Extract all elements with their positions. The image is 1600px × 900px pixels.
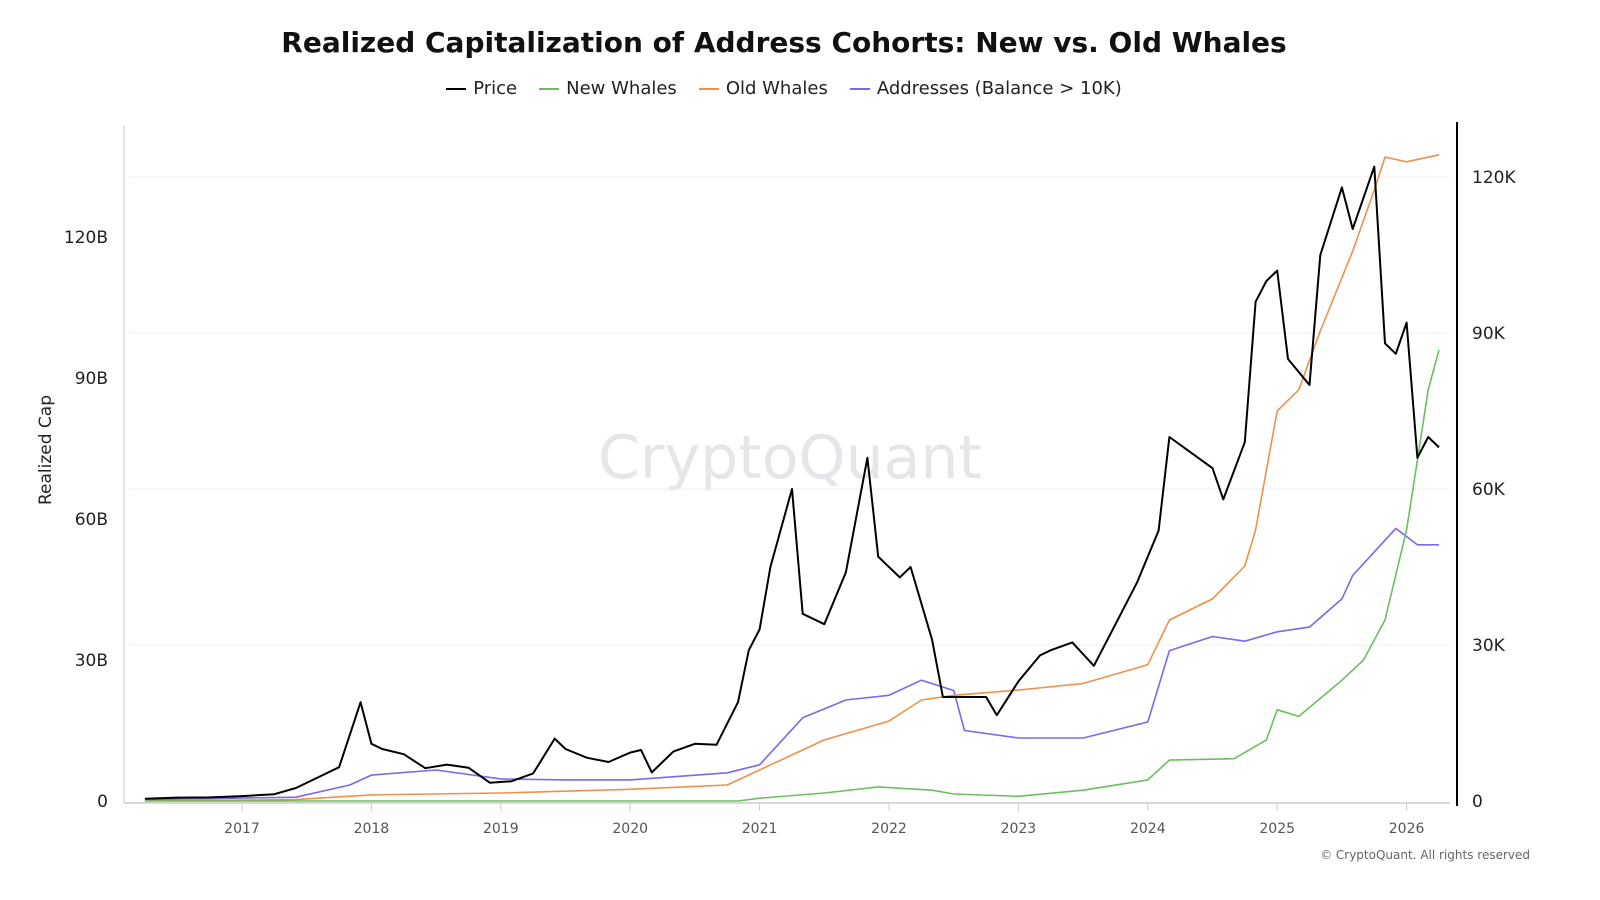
legend-item-price[interactable]: Price	[446, 78, 517, 99]
x-tick-label: 2022	[871, 821, 907, 837]
y-left-tick-label: 60B	[75, 510, 108, 530]
series-line-price	[144, 165, 1440, 800]
legend-label: Addresses (Balance > 10K)	[876, 78, 1122, 99]
legend-swatch	[849, 87, 870, 90]
x-tick-label: 2018	[354, 821, 390, 837]
legend-label: New Whales	[566, 78, 677, 99]
x-tick-label: 2023	[1001, 821, 1037, 837]
x-tick-label: 2019	[483, 821, 519, 837]
legend-label: Old Whales	[725, 78, 828, 99]
legend-swatch	[446, 87, 467, 90]
x-tick-label: 2026	[1389, 821, 1425, 837]
x-tick-label: 2017	[224, 821, 260, 837]
y-left-tick-label: 90B	[75, 369, 108, 389]
y-left-tick-label: 120B	[64, 228, 108, 248]
y-right-tick-label: 30K	[1472, 636, 1506, 656]
y-right-tick-label: 0	[1472, 792, 1483, 812]
x-tick-label: 2025	[1259, 821, 1295, 837]
copyright: © CryptoQuant. All rights reserved	[1320, 848, 1530, 862]
watermark: CryptoQuant	[598, 423, 982, 493]
x-tick-label: 2021	[742, 821, 778, 837]
y-right-tick-label: 90K	[1472, 324, 1506, 344]
legend-swatch	[539, 87, 560, 90]
legend-item-new-whales[interactable]: New Whales	[539, 78, 677, 99]
legend-item-old-whales[interactable]: Old Whales	[698, 78, 828, 99]
series-line-new-whales	[144, 349, 1440, 802]
y-right-tick-label: 120K	[1472, 168, 1516, 188]
chart-title: Realized Capitalization of Address Cohor…	[281, 26, 1287, 59]
legend: Price New Whales Old Whales Addresses (B…	[0, 78, 1568, 99]
series-line-old-whales	[144, 154, 1440, 802]
legend-swatch	[698, 87, 719, 90]
legend-item-addresses[interactable]: Addresses (Balance > 10K)	[849, 78, 1122, 99]
x-tick-label: 2020	[612, 821, 648, 837]
legend-label: Price	[473, 78, 518, 99]
series-line-addresses-balance-10k-	[144, 527, 1439, 801]
x-tick-label: 2024	[1130, 821, 1166, 837]
y-right-tick-label: 60K	[1472, 480, 1506, 500]
y-left-tick-label: 30B	[75, 651, 108, 671]
y-left-tick-label: 0	[97, 792, 108, 812]
